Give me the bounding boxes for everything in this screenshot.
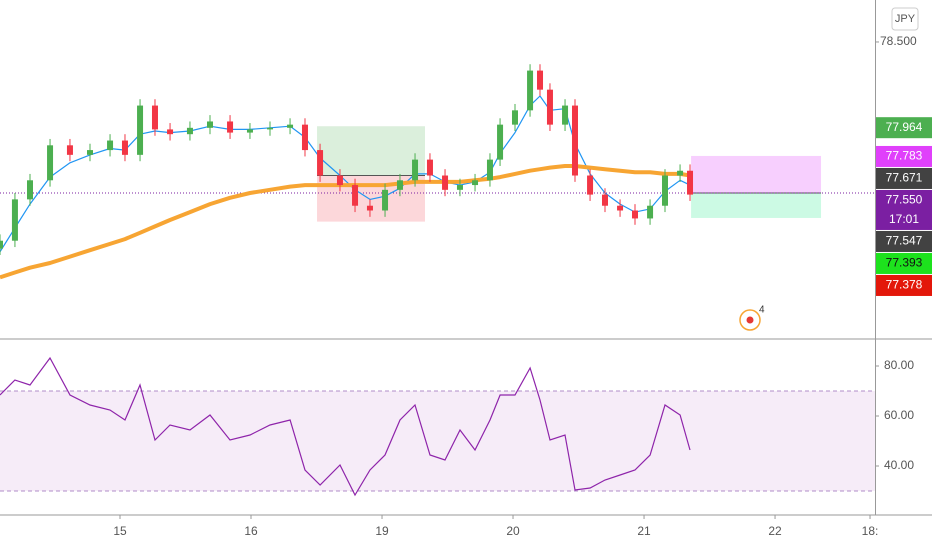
y-tick-label: 78.500	[880, 34, 917, 48]
price-flag-label: 77.378	[886, 278, 923, 292]
candle-body	[617, 205, 624, 211]
candle-body	[207, 121, 214, 128]
price-flag	[876, 145, 932, 167]
x-tick-label: 22	[768, 524, 782, 538]
candle-body	[497, 124, 504, 160]
rsi-tick-label: 40.00	[884, 458, 914, 472]
candle-body	[352, 185, 359, 206]
currency-box[interactable]	[891, 7, 919, 31]
candle-body	[587, 175, 594, 195]
x-tick-label: 19	[375, 524, 389, 538]
candle-body	[107, 140, 114, 151]
x-tick-label: 21	[637, 524, 651, 538]
candle-body	[677, 170, 684, 176]
candle-body	[661, 175, 668, 206]
candle-body	[601, 194, 608, 206]
candle-body	[647, 205, 654, 219]
price-flag-label: 77.550	[886, 193, 923, 207]
price-flag-label: 77.547	[886, 234, 923, 248]
candle-body	[167, 129, 174, 135]
candle-body	[151, 105, 158, 130]
x-tick-label: 16	[244, 524, 258, 538]
candle-body	[571, 105, 578, 176]
candle-body	[486, 159, 493, 181]
x-tick-label: 20	[506, 524, 520, 538]
candle-body	[121, 140, 128, 155]
candle-body	[382, 189, 389, 211]
price-flag-label: 77.671	[886, 171, 923, 185]
x-tick-label: 18:	[862, 524, 879, 538]
candle-body	[546, 89, 553, 125]
price-flag-label: 77.783	[886, 149, 923, 163]
target-zone	[691, 155, 822, 194]
candle-body	[246, 129, 253, 133]
candle-body	[336, 175, 343, 186]
candle-body	[87, 150, 94, 155]
candle-body	[527, 70, 534, 111]
price-flag	[876, 117, 932, 139]
target-zone	[317, 126, 425, 176]
candle-body	[317, 150, 324, 176]
price-flag	[876, 189, 932, 230]
price-flag	[876, 274, 932, 296]
candle-body	[511, 110, 518, 125]
candle-body	[472, 180, 479, 186]
candle-body	[456, 185, 463, 190]
alert-count: 4	[759, 305, 765, 316]
candle-body	[137, 105, 144, 155]
stop-zone	[691, 193, 822, 218]
rsi-tick-label: 60.00	[884, 408, 914, 422]
candle-body	[287, 124, 294, 128]
price-flag-label: 77.964	[886, 120, 923, 134]
alert-icon[interactable]	[739, 309, 761, 331]
candle-body	[366, 205, 373, 211]
candle-body	[186, 127, 193, 135]
price-flag	[876, 252, 932, 274]
candle-body	[537, 70, 544, 90]
price-flag	[876, 230, 932, 252]
candle-body	[66, 145, 73, 155]
candle-body	[47, 145, 54, 181]
price-flag-label: 77.393	[886, 256, 923, 270]
currency: JPY	[895, 13, 916, 25]
candle-body	[631, 210, 638, 219]
candle-body	[562, 105, 569, 125]
candle-body	[27, 180, 34, 200]
candle-body	[412, 159, 419, 181]
price-flag	[876, 167, 932, 189]
rsi-tick-label: 80.00	[884, 358, 914, 372]
candle-body	[227, 121, 234, 133]
candle-body	[267, 127, 274, 130]
x-tick-label: 15	[113, 524, 127, 538]
countdown: 17:01	[889, 212, 919, 226]
candle-body	[301, 124, 308, 151]
candle-body	[11, 199, 18, 241]
candle-body	[396, 180, 403, 190]
candle-body	[442, 175, 449, 190]
alert-dot	[746, 316, 754, 324]
candle-body	[426, 159, 433, 176]
rsi-line	[0, 356, 691, 497]
candle-body	[687, 170, 694, 195]
candle-body	[0, 240, 3, 249]
